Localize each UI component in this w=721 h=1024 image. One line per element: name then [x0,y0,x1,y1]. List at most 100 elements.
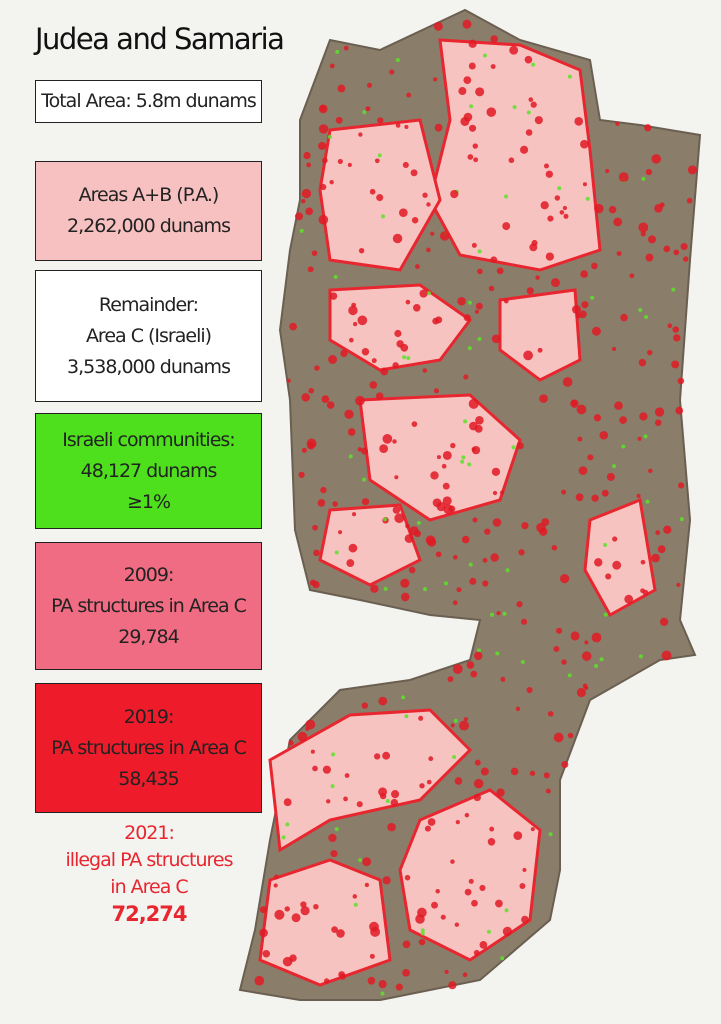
community-dot [641,176,646,181]
structure-dot [402,940,411,949]
structure-dot [594,203,604,214]
structure-dot [370,584,379,593]
structure-dot [614,401,623,410]
structure-dot [461,535,470,544]
structure-dot [673,249,680,256]
structure-dot [659,617,669,626]
structure-dot [613,217,623,227]
structure-dot [531,239,538,247]
structure-dot [318,141,327,150]
structure-dot [412,303,421,312]
structure-dot [468,398,479,409]
structure-dot [410,169,418,177]
community-dot [512,105,517,110]
structure-dot [605,573,612,580]
structure-dot [361,702,368,709]
structure-dot [467,154,474,160]
structure-dot [582,683,588,689]
structure-dot [331,926,338,933]
structure-dot [309,579,317,586]
structure-dot [509,45,519,55]
community-dot [420,931,425,936]
structure-dot [406,92,412,98]
structure-dot [318,124,329,134]
community-dot [467,462,472,467]
structure-dot [488,285,495,292]
structure-dot [337,84,346,93]
structure-dot [563,213,569,219]
structure-dot [489,826,495,832]
structure-dot [417,907,427,918]
structure-dot [313,903,319,910]
structure-dot [369,381,378,389]
structure-dot [352,894,358,899]
structure-dot [648,235,657,244]
community-dot [585,196,590,201]
structure-dot [433,77,438,82]
structure-dot [348,337,354,343]
structure-dot [254,975,265,986]
structure-dot [601,489,609,497]
structure-dot [567,732,574,739]
structure-dot [452,664,463,674]
structure-dot [301,393,310,402]
structure-dot [450,859,455,864]
title: Judea and Samaria [35,22,285,56]
structure-dot [479,940,488,949]
area-ab [583,497,657,618]
community-dot [333,274,338,279]
structure-dot [422,192,428,198]
structure-dot [547,711,554,717]
area-ab [318,503,422,587]
structure-dot [663,245,671,253]
structure-dot [400,592,410,602]
structure-dot [322,157,328,164]
structure-dot [460,116,470,126]
structure-dot [575,312,582,319]
structure-dot [661,650,672,661]
structure-dot [400,343,409,352]
structure-dot [560,574,570,584]
legend-box: 2009: PA structures in Area C 29,784 [35,542,262,670]
structure-dot [671,360,680,369]
structure-dot [468,878,474,884]
structure-dot [377,117,384,124]
structure-dot [419,289,428,298]
structure-dot [428,756,434,762]
structure-dot [374,753,381,760]
structure-dot [636,493,641,499]
structure-dot [562,205,568,211]
structure-dot [443,504,454,515]
structure-dot [639,412,648,421]
structure-dot [482,557,488,563]
legend-line: 58,435 [118,767,179,790]
structure-dot [522,867,527,873]
community-dot [423,587,428,592]
structure-dot [321,395,330,403]
structure-dot [274,909,285,920]
structure-dot [442,482,450,490]
structure-dot [448,981,457,990]
structure-dot [273,874,279,880]
community-dot [416,521,421,526]
structure-dot [305,207,313,216]
structure-dot [444,969,449,975]
community-dot [644,314,649,319]
structure-dot [297,731,308,742]
community-dot [504,194,509,199]
structure-dot [486,107,497,117]
structure-dot [474,651,483,661]
area-ab [258,858,392,987]
structure-dot [475,416,484,425]
community-dot [443,581,448,586]
structure-dot [491,467,501,477]
structure-dot [473,778,484,789]
community-dot [460,459,465,464]
structure-dot [606,472,615,481]
structure-dot [426,779,432,785]
structure-dot [452,554,458,560]
structure-dot [450,442,456,449]
structure-dot [524,55,533,64]
structure-dot [496,611,501,616]
